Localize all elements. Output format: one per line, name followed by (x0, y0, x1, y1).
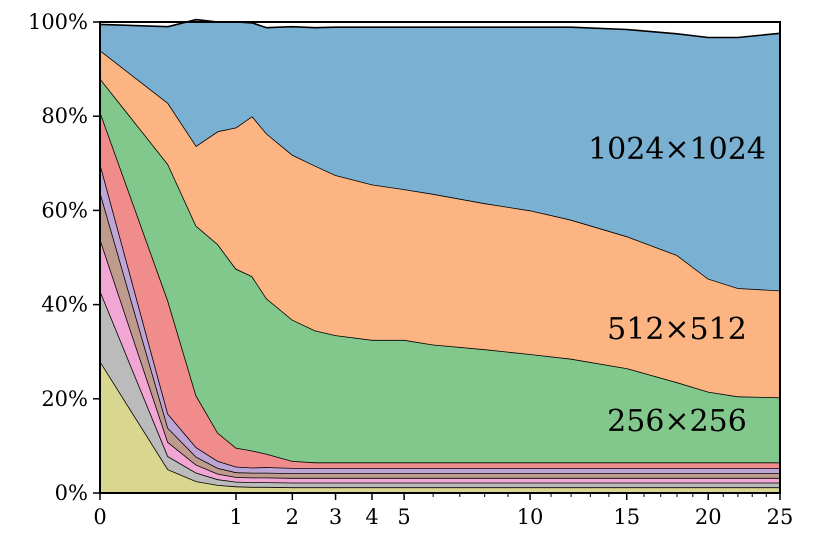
x-tick-label: 5 (397, 505, 410, 529)
area-band-1 (100, 290, 780, 488)
area-label-512: 512×512 (607, 312, 747, 347)
x-axis: 0 1 2 3 4 5 10 15 20 25 (93, 493, 793, 529)
x-tick-label: 4 (365, 505, 378, 529)
y-tick-label: 40% (41, 293, 88, 317)
x-tick-label: 20 (695, 505, 722, 529)
plot-frame (99, 21, 781, 494)
x-tick-label: 1 (229, 505, 242, 529)
y-tick-label: 0% (55, 481, 88, 505)
y-tick-label: 80% (41, 104, 88, 128)
y-tick-label: 60% (41, 198, 88, 222)
x-tick-label: 3 (329, 505, 342, 529)
area-band-8 (100, 19, 780, 291)
y-axis: 0% 20% 40% 60% 80% 100% (28, 10, 100, 505)
area-label-256: 256×256 (607, 404, 747, 439)
y-tick-label: 20% (41, 387, 88, 411)
y-tick-label: 100% (28, 10, 88, 34)
stacked-areas (99, 18, 781, 493)
x-tick-label: 2 (286, 505, 299, 529)
x-tick-label: 10 (517, 505, 544, 529)
area-band-6 (100, 78, 780, 463)
area-band-0 (100, 361, 780, 493)
area-label-1024: 1024×1024 (588, 132, 766, 167)
x-tick-label: 0 (93, 505, 106, 529)
x-tick-label: 15 (613, 505, 640, 529)
x-tick-label: 25 (767, 505, 794, 529)
